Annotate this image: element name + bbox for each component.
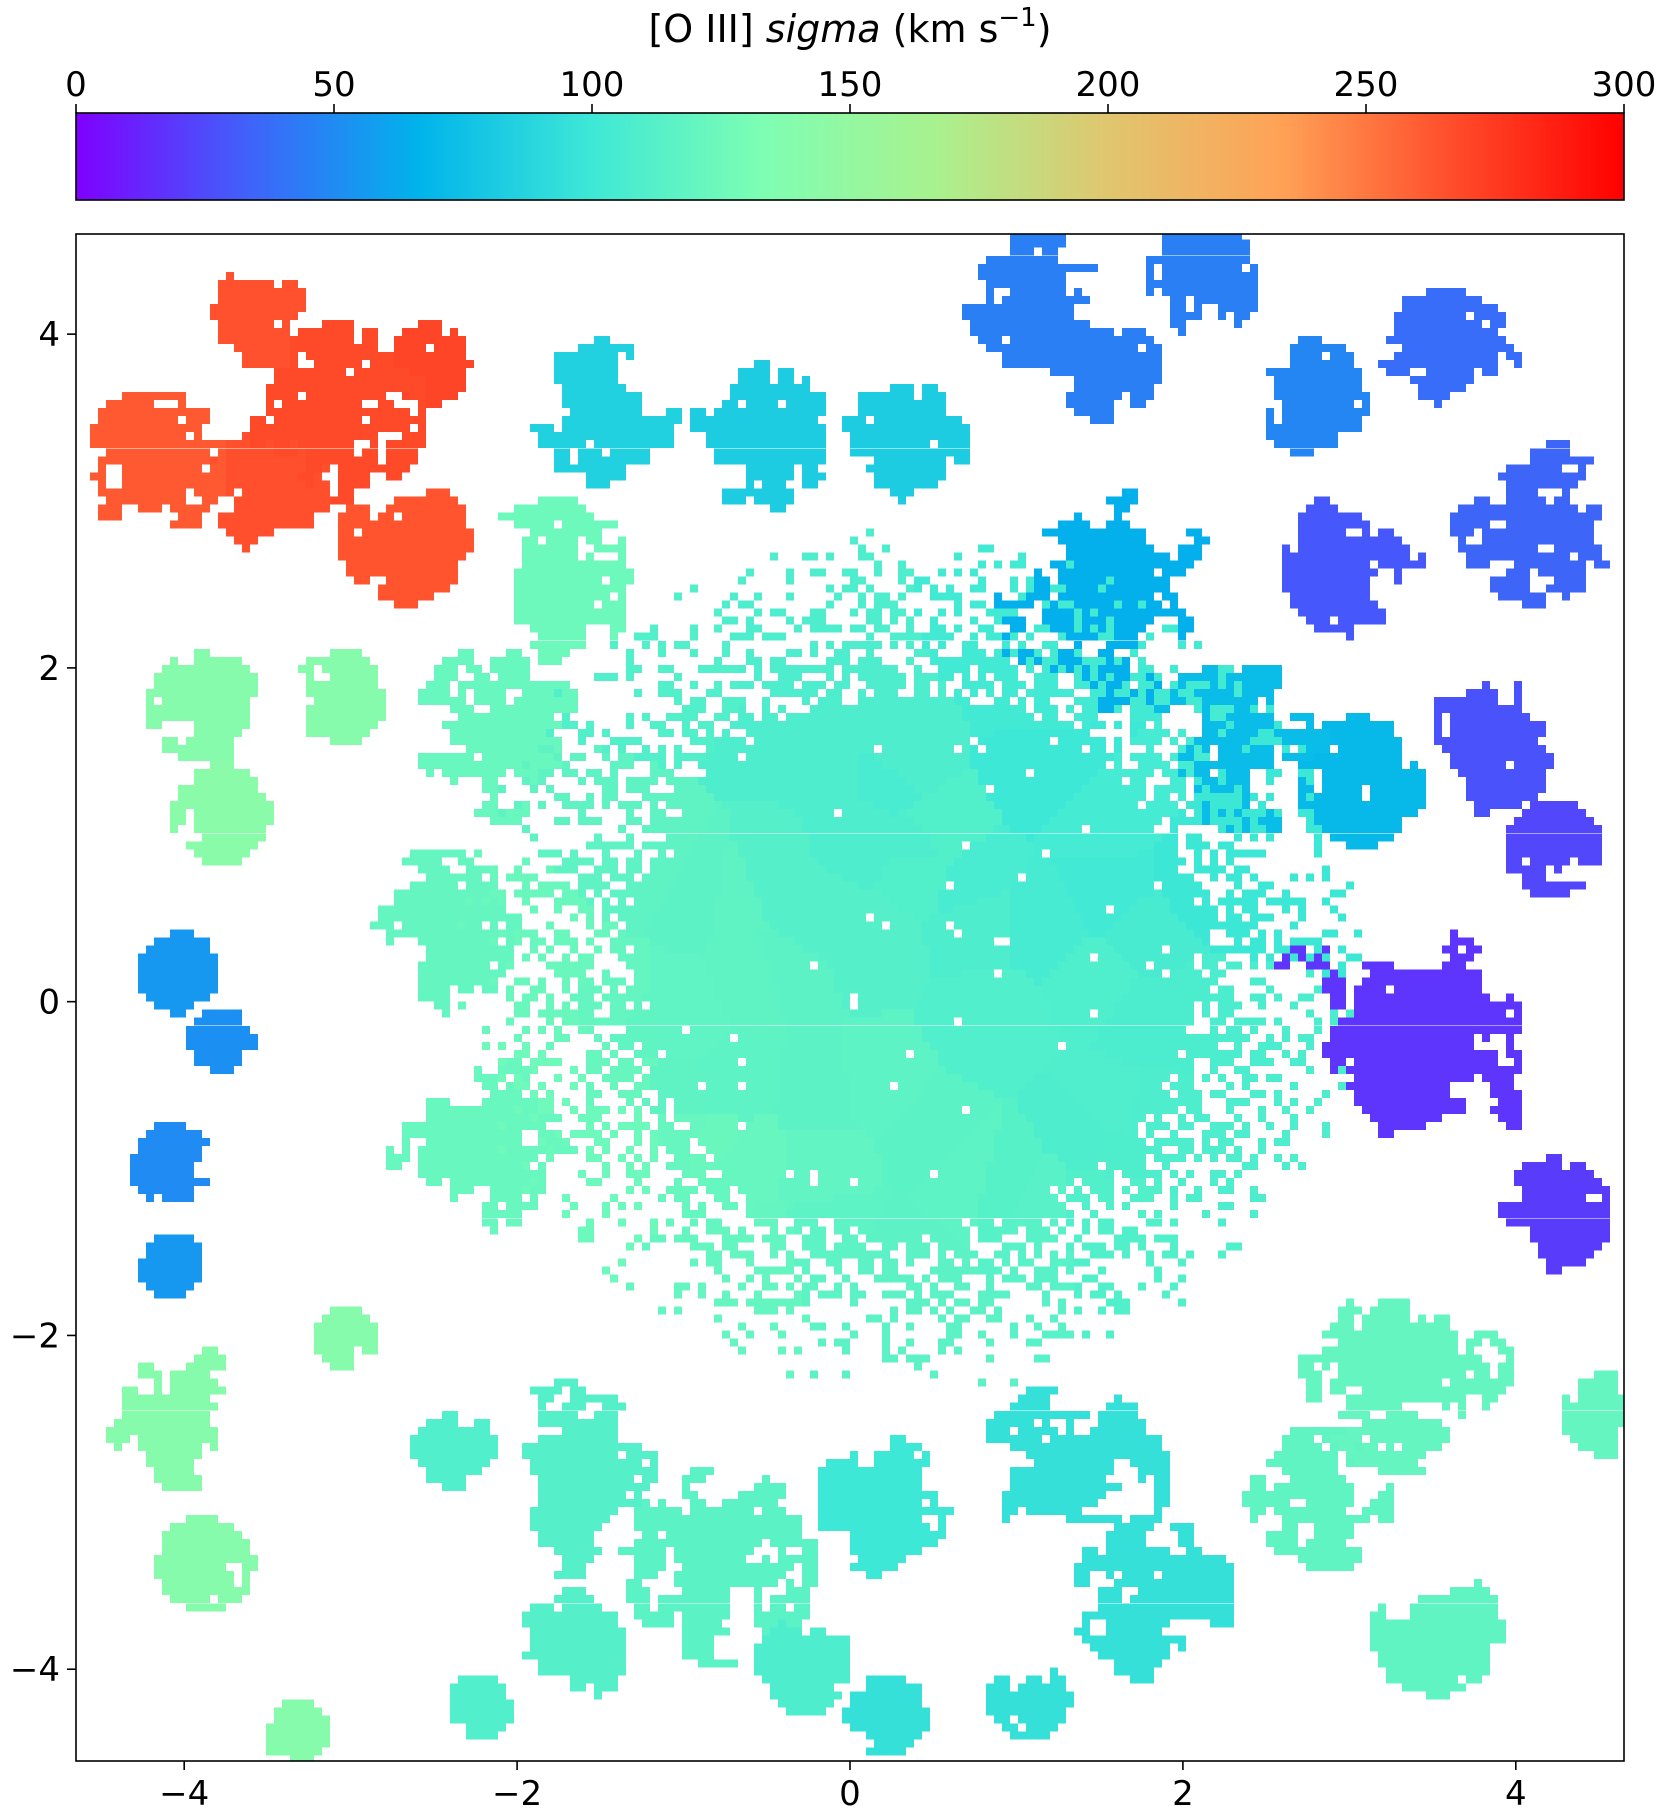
colorbar-tick-label: 50 [312,65,355,105]
sigma-map-region [90,392,226,529]
sigma-map-region [842,1386,1234,1756]
y-tick-label: 2 [38,649,60,689]
y-tick-label: −2 [10,1316,60,1356]
sigma-map-region [978,1154,1074,1363]
colorbar-tick-label: 0 [65,65,87,105]
colorbar-label-units: (km s [881,7,999,51]
sigma-map-region [970,1097,1042,1267]
sigma-map-region [338,488,474,609]
y-axis-ticks: −4 −2 0 2 4 [10,315,76,1690]
sigma-map-region [1066,1130,1154,1179]
sigma-map-region [1498,1154,1610,1275]
sigma-map-region [1266,336,1370,457]
sigma-map-region [410,1410,514,1740]
colorbar-tick-label: 150 [818,65,883,105]
sigma-map-region [778,1130,882,1211]
sigma-map-region [250,319,426,505]
sigma-map-region [1282,496,1426,641]
sigma-map-region [458,849,738,1195]
sigma-map-region [138,929,218,1299]
sigma-map-region [498,496,658,1283]
sigma-map-region [1154,664,1330,834]
colorbar-label: [O III] sigma (km s−1) [648,3,1051,51]
sigma-map-region [818,721,1146,1580]
sigma-map-region [210,432,330,553]
x-tick-label: 0 [839,1774,861,1814]
sigma-map-region [914,969,1058,1098]
sigma-map-region [962,234,1258,425]
sigma-map-region [386,648,578,1235]
sigma-map-region [530,336,682,489]
colorbar-label-quantity: sigma [766,7,881,51]
sigma-map-region [1378,287,1522,409]
sigma-map-region [994,488,1210,713]
sigma-map-region [586,1041,658,1106]
sigma-map-region [1298,712,1426,850]
colorbar-ticks: 0 50 100 150 200 250 300 [65,65,1656,113]
sigma-map-region [170,761,274,866]
x-tick-label: −2 [492,1774,542,1814]
y-tick-label: 0 [38,983,60,1023]
y-tick-label: 4 [38,315,60,355]
colorbar-label-close: ) [1037,7,1052,51]
sigma-map-region [522,801,930,1700]
sigma-map-region [370,849,1624,1475]
sigma-map-region [1042,1049,1138,1138]
sigma-map-region [1242,1426,1506,1700]
colorbar-tick-label: 250 [1334,65,1399,105]
sigma-map-region [618,1065,1002,1668]
sigma-map-region [690,360,970,513]
sigma-map-region [106,648,386,1761]
sigma-map-region [650,945,730,1058]
sigma-map-region [1154,704,1362,978]
colorbar-label-prefix: [O III] [648,7,765,51]
sigma-map-region [130,1122,210,1203]
sigma-map-region [642,801,1018,1387]
sigma-map-region [210,271,306,368]
sigma-map-region [866,632,1330,1227]
sigma-map-region [1506,801,1602,898]
sigma-map-region [1034,680,1242,858]
sigma-map-region [698,528,938,1716]
sigma-map-region [1090,953,1354,1098]
colorbar-tick-label: 300 [1592,65,1657,105]
x-tick-label: 4 [1505,1774,1527,1814]
sigma-map-region [1010,857,1090,986]
x-axis-ticks: −4 −2 0 2 4 [159,1761,1527,1814]
sigma-map-region [1450,440,1610,609]
sigma-map-region [698,1009,938,1331]
sigma-map-region [482,1041,586,1171]
sigma-map-region [858,753,1034,914]
sigma-map-region [1434,680,1554,818]
colorbar [75,112,1625,201]
sigma-map-region [186,1009,258,1074]
sigma-map-region [754,929,850,1042]
sigma-map-region [666,1154,770,1227]
sigma-map-region [1106,889,1210,978]
sigma-map-region [1274,929,1522,1138]
x-tick-label: 2 [1172,1774,1194,1814]
x-tick-label: −4 [159,1774,209,1814]
colorbar-label-exponent: −1 [998,3,1036,33]
sigma-map-region [394,319,474,409]
sigma-map-region [1050,849,1154,938]
colorbar-tick-label: 100 [560,65,625,105]
sigma-map-region [610,993,658,1058]
sigma-map-region [482,1001,586,1050]
sigma-map-region [1042,937,1138,1050]
colorbar-tick-label: 200 [1076,65,1141,105]
sigma-map [90,234,1624,1761]
y-tick-label: −4 [10,1650,60,1690]
